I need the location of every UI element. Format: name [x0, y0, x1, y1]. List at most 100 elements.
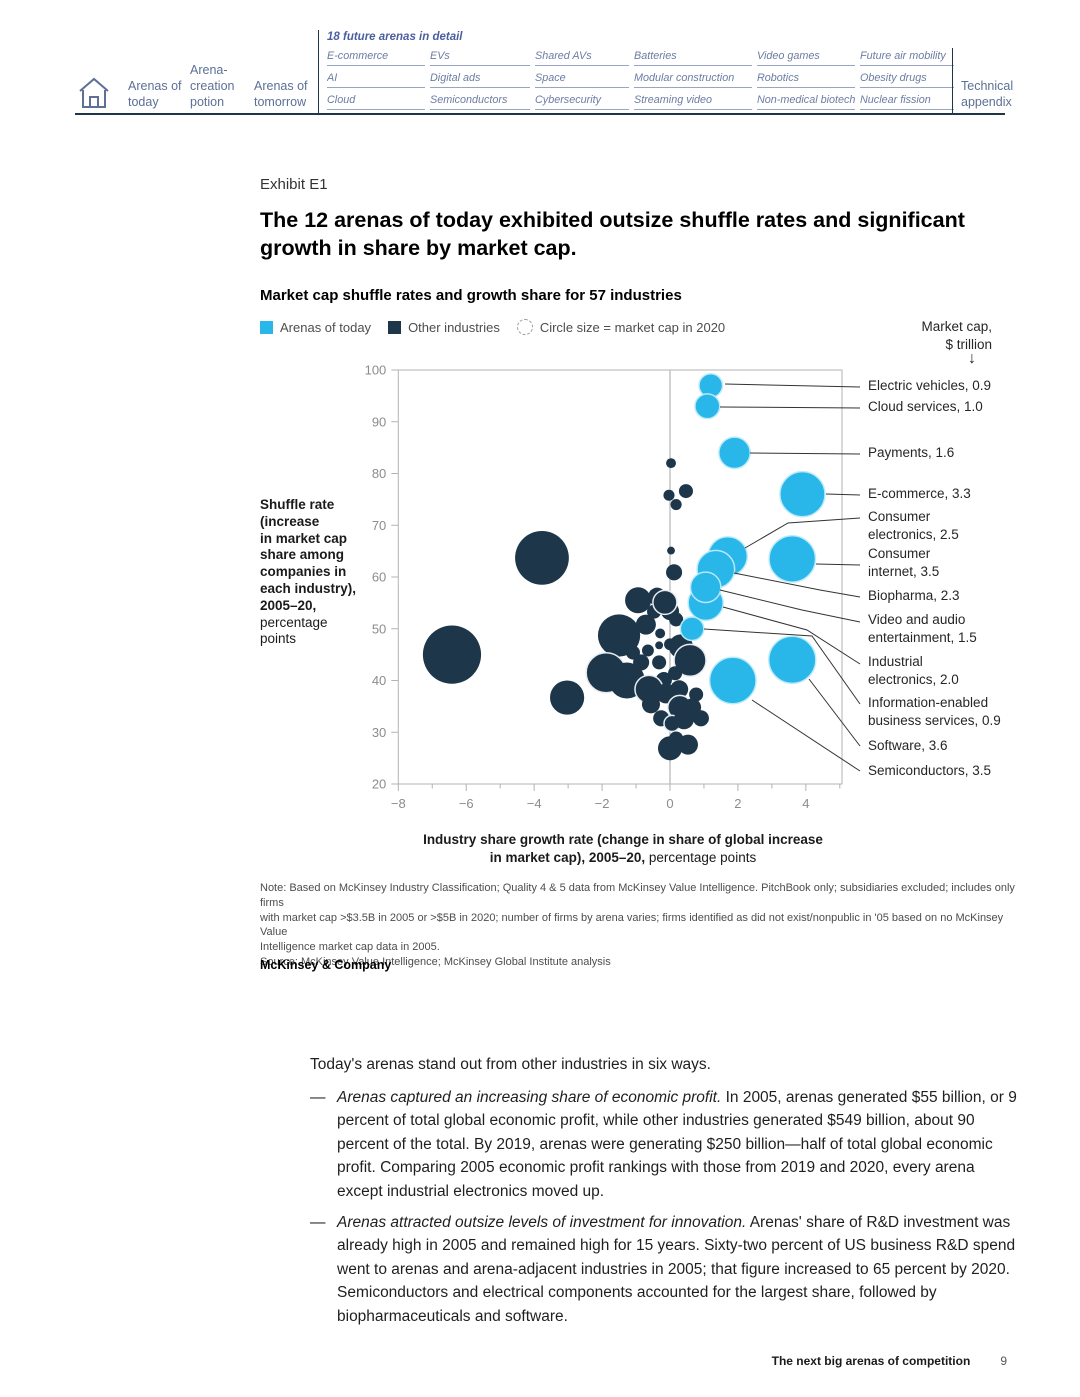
arena-label-industrial: electronics, 2.0	[868, 672, 959, 687]
y-tick-label: 70	[372, 518, 386, 533]
y-tick-label: 30	[372, 725, 386, 740]
market-cap-line1: Market cap,	[921, 319, 992, 334]
nav-arena-item[interactable]: Obesity drugs	[860, 72, 954, 88]
future-arenas-grid: E-commerce EVs Shared AVs Batteries Video ga…	[327, 50, 954, 116]
leader-line-cloud	[719, 406, 861, 409]
bubble-other-industry	[678, 734, 698, 755]
nav-arena-item[interactable]: EVs	[430, 50, 530, 66]
nav-arena-item[interactable]: Streaming video	[634, 94, 752, 110]
page-footer: The next big arenas of competition 9	[772, 1354, 1007, 1368]
arena-label-video: entertainment, 1.5	[868, 630, 977, 645]
bubble-other-industry	[641, 644, 654, 657]
nav-arena-item[interactable]: AI	[327, 72, 425, 88]
nav-arena-item[interactable]: Modular construction	[634, 72, 752, 88]
bubble-ecom	[779, 470, 826, 518]
arena-label-cons_el: Consumer	[868, 509, 931, 524]
bullet-text: Arenas captured an increasing share of e…	[337, 1086, 1018, 1203]
arena-label-video: Video and audio	[868, 612, 965, 627]
bubble-other-industry	[668, 666, 683, 681]
nav-arena-item[interactable]: Digital ads	[430, 72, 530, 88]
bubble-other-industry	[670, 499, 682, 511]
x-axis-title-line1: Industry share growth rate (change in sh…	[423, 832, 823, 847]
legend-arenas-swatch	[260, 320, 273, 334]
y-tick-label: 60	[372, 570, 386, 585]
leader-line-info	[703, 628, 861, 705]
bubble-payments	[718, 436, 751, 470]
x-tick-label: −2	[595, 796, 610, 811]
arena-label-cloud: Cloud services, 1.0	[868, 399, 983, 414]
bubble-cons_in	[768, 534, 817, 583]
bubble-other-industry	[625, 587, 652, 614]
bullet-lead: Arenas captured an increasing share of e…	[337, 1089, 722, 1106]
nav-arena-item[interactable]: Batteries	[634, 50, 752, 66]
nav-tab-technical-appendix[interactable]: Technical appendix	[961, 79, 1014, 109]
future-arenas-title: 18 future arenas in detail	[327, 31, 463, 43]
bubble-other-industry	[663, 489, 675, 501]
bullet-body: Arenas' share of R&D investment was alre…	[337, 1214, 1016, 1325]
nav-arena-item[interactable]: Cybersecurity	[535, 94, 629, 110]
bubble-other-industry	[641, 695, 661, 714]
footnote: Note: Based on McKinsey Industry Classif…	[260, 881, 1020, 970]
nav-arena-item[interactable]: Robotics	[757, 72, 855, 88]
bullet-body: In 2005, arenas generated $55 billion, o…	[337, 1089, 1017, 1200]
bubble-other-industry	[635, 614, 656, 635]
exhibit-eyebrow: Exhibit E1	[260, 176, 328, 193]
bullet-dash: —	[310, 1214, 326, 1231]
bubble-chart: 100 90 80 70 60 50 40 30 20 −8 −6 −4 −2 0 2 4 E-commerce…	[365, 363, 1001, 812]
arena-label-ecom: E-commerce, 3.3	[868, 486, 971, 501]
x-axis-title-line2-bold: in market cap), 2005–20,	[489, 849, 646, 865]
bubble-other-industry	[597, 614, 641, 657]
bubble-other-industry	[655, 641, 664, 650]
legend-others-label: Other industries	[408, 319, 500, 335]
y-tick-label: 40	[372, 673, 386, 688]
nav-tab-arenas-of-today[interactable]: Arenas of today	[128, 79, 182, 109]
nav-arena-item[interactable]: Shared AVs	[535, 50, 629, 66]
arena-label-info: business services, 0.9	[868, 713, 1001, 728]
note-line-3: Intelligence market cap data in 2005.	[260, 941, 440, 954]
x-tick-label: 4	[802, 796, 809, 811]
bubble-other-industry	[673, 709, 694, 730]
arena-label-semis: Semiconductors, 3.5	[868, 763, 991, 778]
y-axis-title-line: each industry),	[260, 580, 357, 596]
bubble-other-industry	[692, 710, 709, 727]
note-line-2: with market cap >$3.5B in 2005 or >$5B i…	[260, 911, 1004, 939]
arena-label-industrial: Industrial	[868, 654, 923, 669]
y-axis-title-line: share among	[260, 547, 345, 563]
nav-arena-item[interactable]: Nuclear fission	[860, 94, 954, 110]
home-icon[interactable]	[76, 76, 112, 110]
bubble-other-industry	[666, 458, 676, 469]
mckinsey-brand: McKinsey & Company	[260, 958, 392, 972]
source-line: Source: McKinsey Value Intelligence; McK…	[260, 955, 611, 968]
bubble-other-industry	[657, 736, 683, 761]
legend-size-circle-icon	[516, 319, 533, 335]
bubble-other-industry	[550, 680, 585, 715]
arena-label-ev: Electric vehicles, 0.9	[868, 378, 991, 393]
nav-arena-item[interactable]: Future air mobility	[860, 50, 954, 66]
y-axis-title-line: 2005–20,	[260, 597, 317, 613]
leader-line-biopharma	[733, 572, 861, 598]
y-tick-label: 90	[372, 414, 386, 429]
bubble-other-industry	[669, 612, 684, 627]
x-axis-title-line2-regular: percentage points	[645, 849, 757, 865]
bubble-other-industry	[670, 680, 689, 699]
bubble-other-industry	[655, 628, 666, 639]
y-tick-label: 100	[365, 363, 387, 378]
y-axis-title-line: (increase	[260, 513, 320, 529]
bubble-other-industry	[689, 687, 704, 702]
bubble-other-industry	[515, 530, 569, 585]
nav-tab-arena-creation-potion[interactable]: Arena-creation potion	[190, 63, 235, 109]
bubble-other-industry	[422, 625, 482, 684]
y-axis-title-line: points	[260, 631, 297, 647]
nav-arena-item[interactable]: Semiconductors	[430, 94, 530, 110]
y-tick-label: 20	[372, 777, 386, 792]
bubble-other-industry	[673, 643, 707, 678]
nav-arena-item[interactable]: Cloud	[327, 94, 425, 110]
nav-arena-item[interactable]: Non-medical biotech	[757, 94, 855, 110]
leader-line-video	[719, 589, 861, 623]
nav-arena-item[interactable]: E-commerce	[327, 50, 425, 66]
nav-arena-item[interactable]: Video games	[757, 50, 855, 66]
nav-arena-item[interactable]: Space	[535, 72, 629, 88]
legend-size: Circle size = market cap in 2020	[516, 319, 725, 335]
nav-tab-arenas-of-tomorrow[interactable]: Arenas of tomorrow	[254, 79, 308, 109]
